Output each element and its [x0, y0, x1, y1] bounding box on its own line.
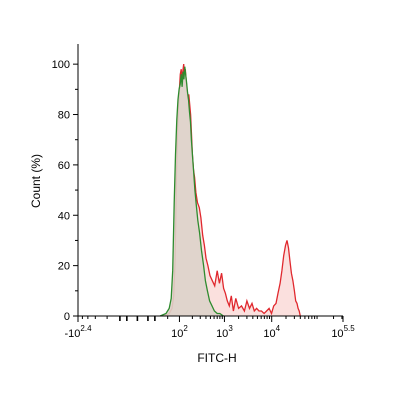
series-1-line	[163, 64, 301, 317]
x-tick-label: 105.5	[331, 324, 355, 340]
y-tick-label: 60	[58, 160, 70, 172]
series-2-fill	[160, 66, 224, 316]
x-tick-label: -102.4	[64, 324, 92, 340]
x-axis-title: FITC-H	[197, 351, 236, 365]
y-tick-label: 40	[58, 210, 70, 222]
y-axis-title: Count (%)	[29, 154, 43, 208]
axes: 0 20 40 60 80 100 -102.4 102 103 104 105.5	[52, 44, 355, 340]
x-tick-label: 104	[263, 324, 280, 340]
y-tick-label: 0	[64, 311, 70, 323]
y-tick-label: 20	[58, 261, 70, 273]
x-tick-label: 103	[216, 324, 233, 340]
series-2-line	[159, 66, 224, 317]
y-tick-label: 100	[52, 59, 70, 71]
y-tick-label: 80	[58, 110, 70, 122]
plot-area	[159, 64, 301, 317]
x-tick-label: 102	[171, 324, 188, 340]
